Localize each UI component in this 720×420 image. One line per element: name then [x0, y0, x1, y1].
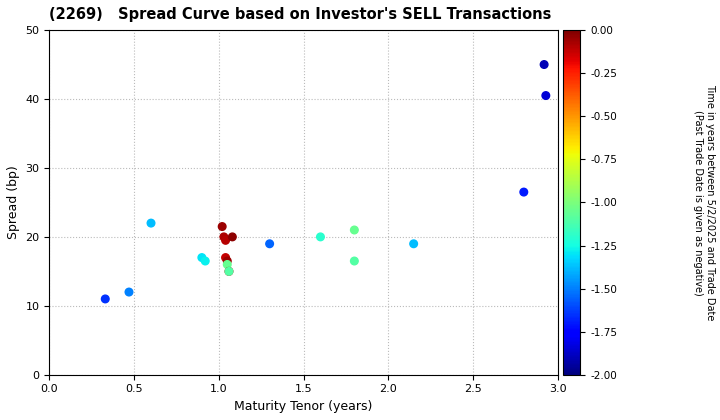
Point: [99, 296, 111, 302]
Point: [264, 240, 275, 247]
Point: [408, 240, 420, 247]
Point: [518, 189, 529, 195]
Point: [218, 234, 230, 240]
Point: [123, 289, 135, 295]
Point: [220, 254, 231, 261]
Point: [348, 257, 360, 264]
Point: [217, 223, 228, 230]
Point: [196, 254, 207, 261]
Point: [223, 268, 235, 275]
Point: [227, 234, 238, 240]
Y-axis label: Time in years between 5/2/2025 and Trade Date
(Past Trade Date is given as negat: Time in years between 5/2/2025 and Trade…: [693, 84, 715, 320]
Point: [222, 257, 233, 264]
Point: [220, 237, 231, 244]
Text: (2269)   Spread Curve based on Investor's SELL Transactions: (2269) Spread Curve based on Investor's …: [50, 7, 552, 22]
Y-axis label: Spread (bp): Spread (bp): [7, 165, 20, 239]
Point: [539, 61, 550, 68]
Point: [223, 268, 235, 275]
Point: [145, 220, 157, 226]
Point: [222, 261, 233, 268]
Point: [348, 227, 360, 234]
X-axis label: Maturity Tenor (years): Maturity Tenor (years): [234, 400, 373, 413]
Point: [540, 92, 552, 99]
Point: [315, 234, 326, 240]
Point: [199, 257, 211, 264]
